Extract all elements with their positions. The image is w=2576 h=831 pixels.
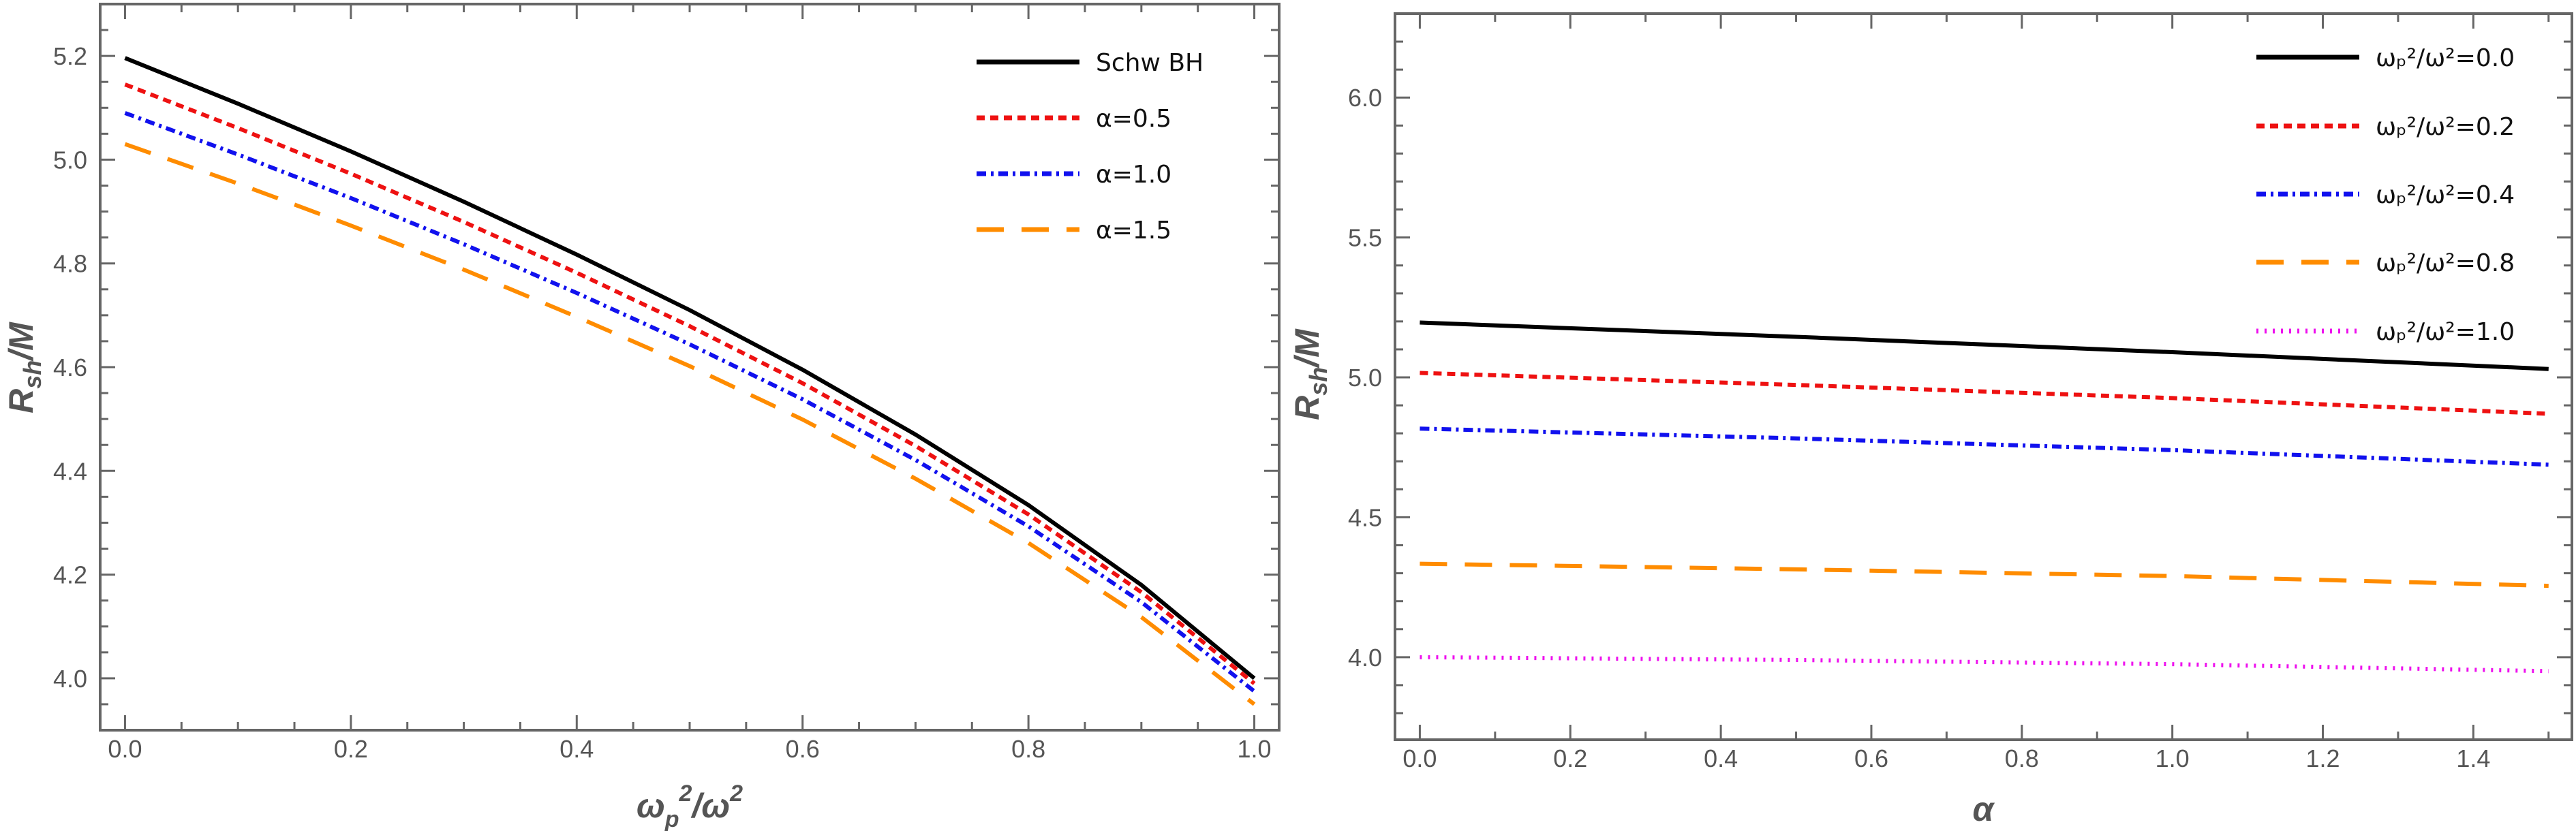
legend-label: ωₚ²/ω²=0.4 bbox=[2376, 181, 2515, 209]
x-tick-label: 0.6 bbox=[1854, 744, 1888, 772]
series-line-3 bbox=[124, 142, 1256, 706]
y-tick-label: 4.0 bbox=[53, 665, 87, 693]
series-line-0 bbox=[124, 56, 1256, 680]
x-tick-label: 0.2 bbox=[334, 735, 368, 763]
x-tick-label: 0.0 bbox=[108, 735, 142, 763]
x-tick-label: 0.2 bbox=[1553, 744, 1587, 772]
x-title-sup: 2 bbox=[679, 781, 692, 806]
series-line-3 bbox=[1420, 561, 2549, 589]
legend-label: ωₚ²/ω²=0.8 bbox=[2376, 249, 2515, 277]
y-tick-label: 4.0 bbox=[1348, 644, 1382, 672]
y-tick-label: 4.4 bbox=[53, 457, 87, 485]
x-title-rest: /ω bbox=[690, 787, 730, 825]
series-line-4 bbox=[1420, 655, 2549, 674]
y-tick-label: 5.0 bbox=[53, 146, 87, 174]
x-tick-label: 0.0 bbox=[1402, 744, 1437, 772]
plot-frame bbox=[1394, 12, 2573, 741]
y-title-rest: /M bbox=[2, 322, 40, 362]
y-tick-label: 4.2 bbox=[53, 561, 87, 589]
series-line-1 bbox=[1420, 371, 2549, 416]
x-tick-label: 1.2 bbox=[2305, 744, 2340, 772]
y-tick-label: 4.5 bbox=[1348, 503, 1382, 531]
y-title-rest: /M bbox=[1288, 328, 1326, 369]
x-title-sup2: 2 bbox=[729, 781, 743, 806]
x-tick-label: 0.4 bbox=[1704, 744, 1738, 772]
y-tick-label: 4.6 bbox=[53, 354, 87, 381]
y-axis-title: Rsh/M bbox=[1288, 328, 1332, 420]
y-title-sub: sh bbox=[18, 360, 46, 389]
legend-label: α=1.0 bbox=[1096, 161, 1171, 189]
legend-label: α=0.5 bbox=[1096, 105, 1171, 133]
y-title-main: R bbox=[1288, 396, 1326, 420]
x-title-main: α bbox=[1972, 790, 1995, 828]
x-tick-label: 1.4 bbox=[2456, 744, 2490, 772]
series-line-1 bbox=[124, 82, 1256, 685]
x-tick-label: 0.4 bbox=[559, 735, 594, 763]
x-title-main: ω bbox=[637, 787, 665, 825]
legend-label: α=1.5 bbox=[1096, 217, 1171, 245]
legend-label: ωₚ²/ω²=0.0 bbox=[2376, 44, 2515, 72]
series-line-2 bbox=[124, 111, 1256, 693]
x-tick-label: 1.0 bbox=[1238, 735, 1272, 763]
y-title-main: R bbox=[2, 389, 40, 413]
x-tick-label: 1.0 bbox=[2156, 744, 2190, 772]
y-title-sub: sh bbox=[1304, 367, 1332, 396]
legend-label: ωₚ²/ω²=0.2 bbox=[2376, 113, 2515, 141]
y-tick-label: 6.0 bbox=[1348, 84, 1382, 112]
x-tick-label: 0.6 bbox=[786, 735, 820, 763]
y-tick-label: 5.2 bbox=[53, 42, 87, 70]
series-line-2 bbox=[1420, 426, 2549, 467]
chart-left-shadow-radius-vs-plasma: 0.0 0.2 0.4 0.6 0.8 1.0 4.0 4.2 4.4 4.6 4.8 5.0 5.2 S… bbox=[2, 3, 1281, 831]
y-tick-label: 4.8 bbox=[53, 250, 87, 278]
series-line-0 bbox=[1420, 320, 2549, 371]
x-axis-title: ωp2/ω2 bbox=[637, 781, 743, 831]
y-axis-title: Rsh/M bbox=[2, 322, 46, 413]
x-tick-label: 0.8 bbox=[2005, 744, 2039, 772]
y-tick-label: 5.5 bbox=[1348, 224, 1382, 252]
legend-label: ωₚ²/ω²=1.0 bbox=[2376, 318, 2515, 346]
x-axis-title: α bbox=[1972, 790, 1995, 828]
y-tick-label: 5.0 bbox=[1348, 364, 1382, 392]
legend-label: Schw BH bbox=[1096, 49, 1203, 77]
x-tick-label: 0.8 bbox=[1011, 735, 1045, 763]
plot-frame bbox=[99, 3, 1281, 732]
x-title-sub: p bbox=[664, 806, 679, 831]
chart-right-shadow-radius-vs-alpha: 0.0 0.2 0.4 0.6 0.8 1.0 1.2 1.4 4.0 4.5 5.0 5.5 6.0 ω… bbox=[1288, 12, 2573, 828]
